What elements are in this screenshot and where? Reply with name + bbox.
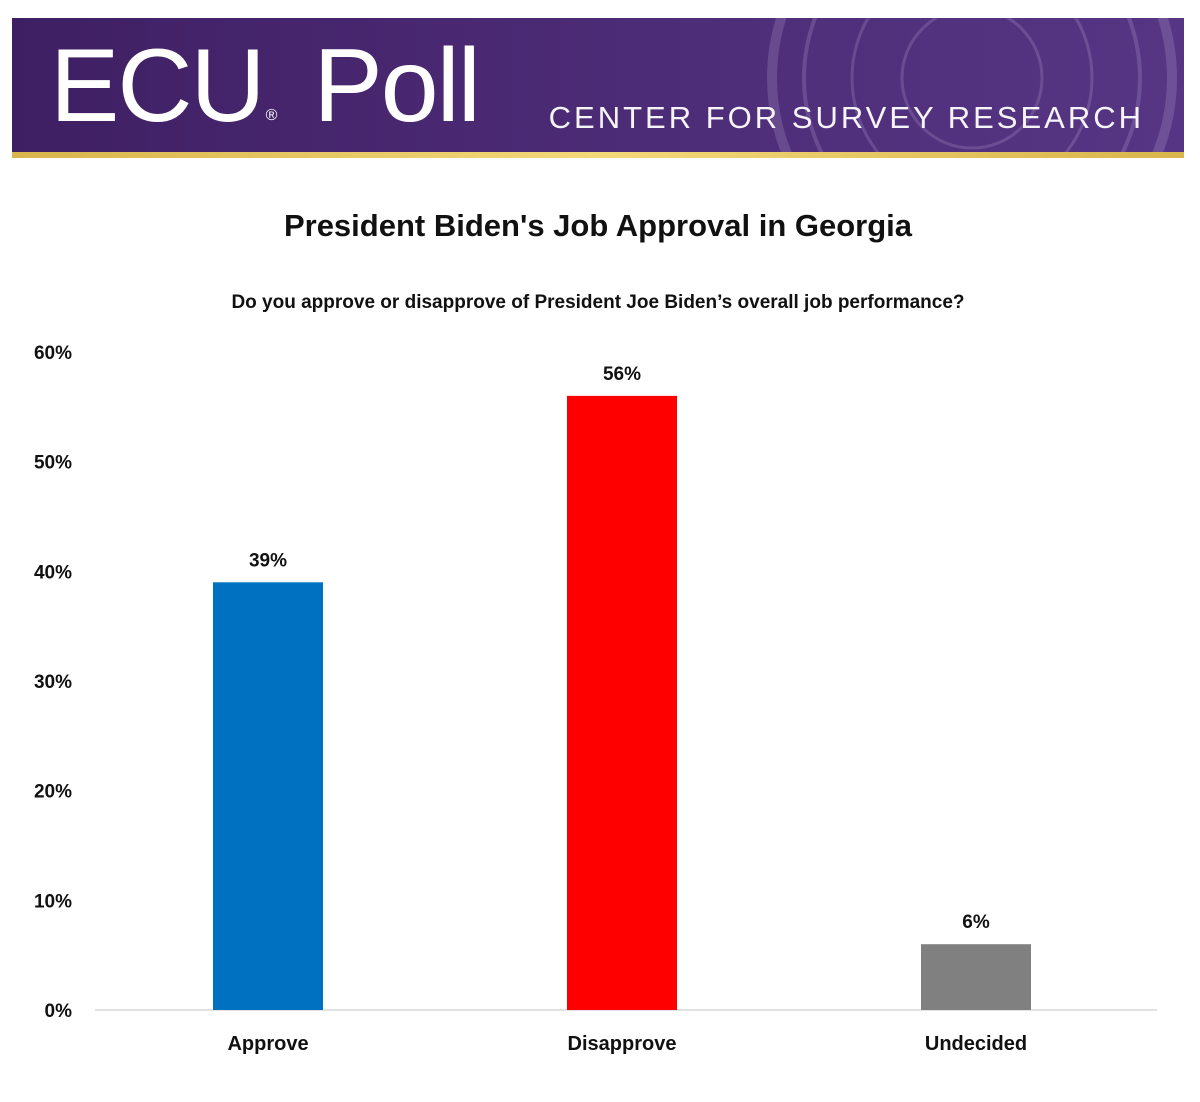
data-label: 6% [962, 912, 990, 933]
chart-title: President Biden's Job Approval in Georgi… [283, 208, 913, 243]
header-banner: ECU ® Poll CENTER FOR SURVEY RESEARCH [12, 18, 1184, 158]
y-tick-label: 40% [34, 562, 72, 583]
data-label: 56% [603, 364, 641, 385]
y-tick-label: 0% [45, 1001, 73, 1022]
y-tick-label: 20% [34, 782, 72, 803]
y-tick-label: 60% [34, 343, 72, 364]
bar-approve [213, 582, 323, 1010]
data-label: 39% [249, 550, 287, 571]
university-seal-icon [767, 18, 1177, 158]
y-tick-label: 30% [34, 672, 72, 693]
logo-word: Poll [313, 28, 480, 144]
y-tick-label: 10% [34, 891, 72, 912]
x-category-label: Disapprove [568, 1033, 677, 1055]
header-tagline: CENTER FOR SURVEY RESEARCH [548, 100, 1144, 135]
banner-gold-stripe [12, 152, 1184, 158]
logo-registered-mark: ® [265, 107, 278, 124]
y-tick-label: 50% [34, 453, 72, 474]
logo-text: ECU [50, 28, 266, 144]
ecu-poll-logo: ECU ® Poll [50, 26, 481, 146]
bar-undecided [921, 944, 1031, 1010]
x-category-label: Undecided [925, 1033, 1027, 1055]
x-category-label: Approve [227, 1033, 308, 1055]
bar-disapprove [567, 395, 677, 1010]
chart-subtitle: Do you approve or disapprove of Presiden… [231, 292, 965, 313]
